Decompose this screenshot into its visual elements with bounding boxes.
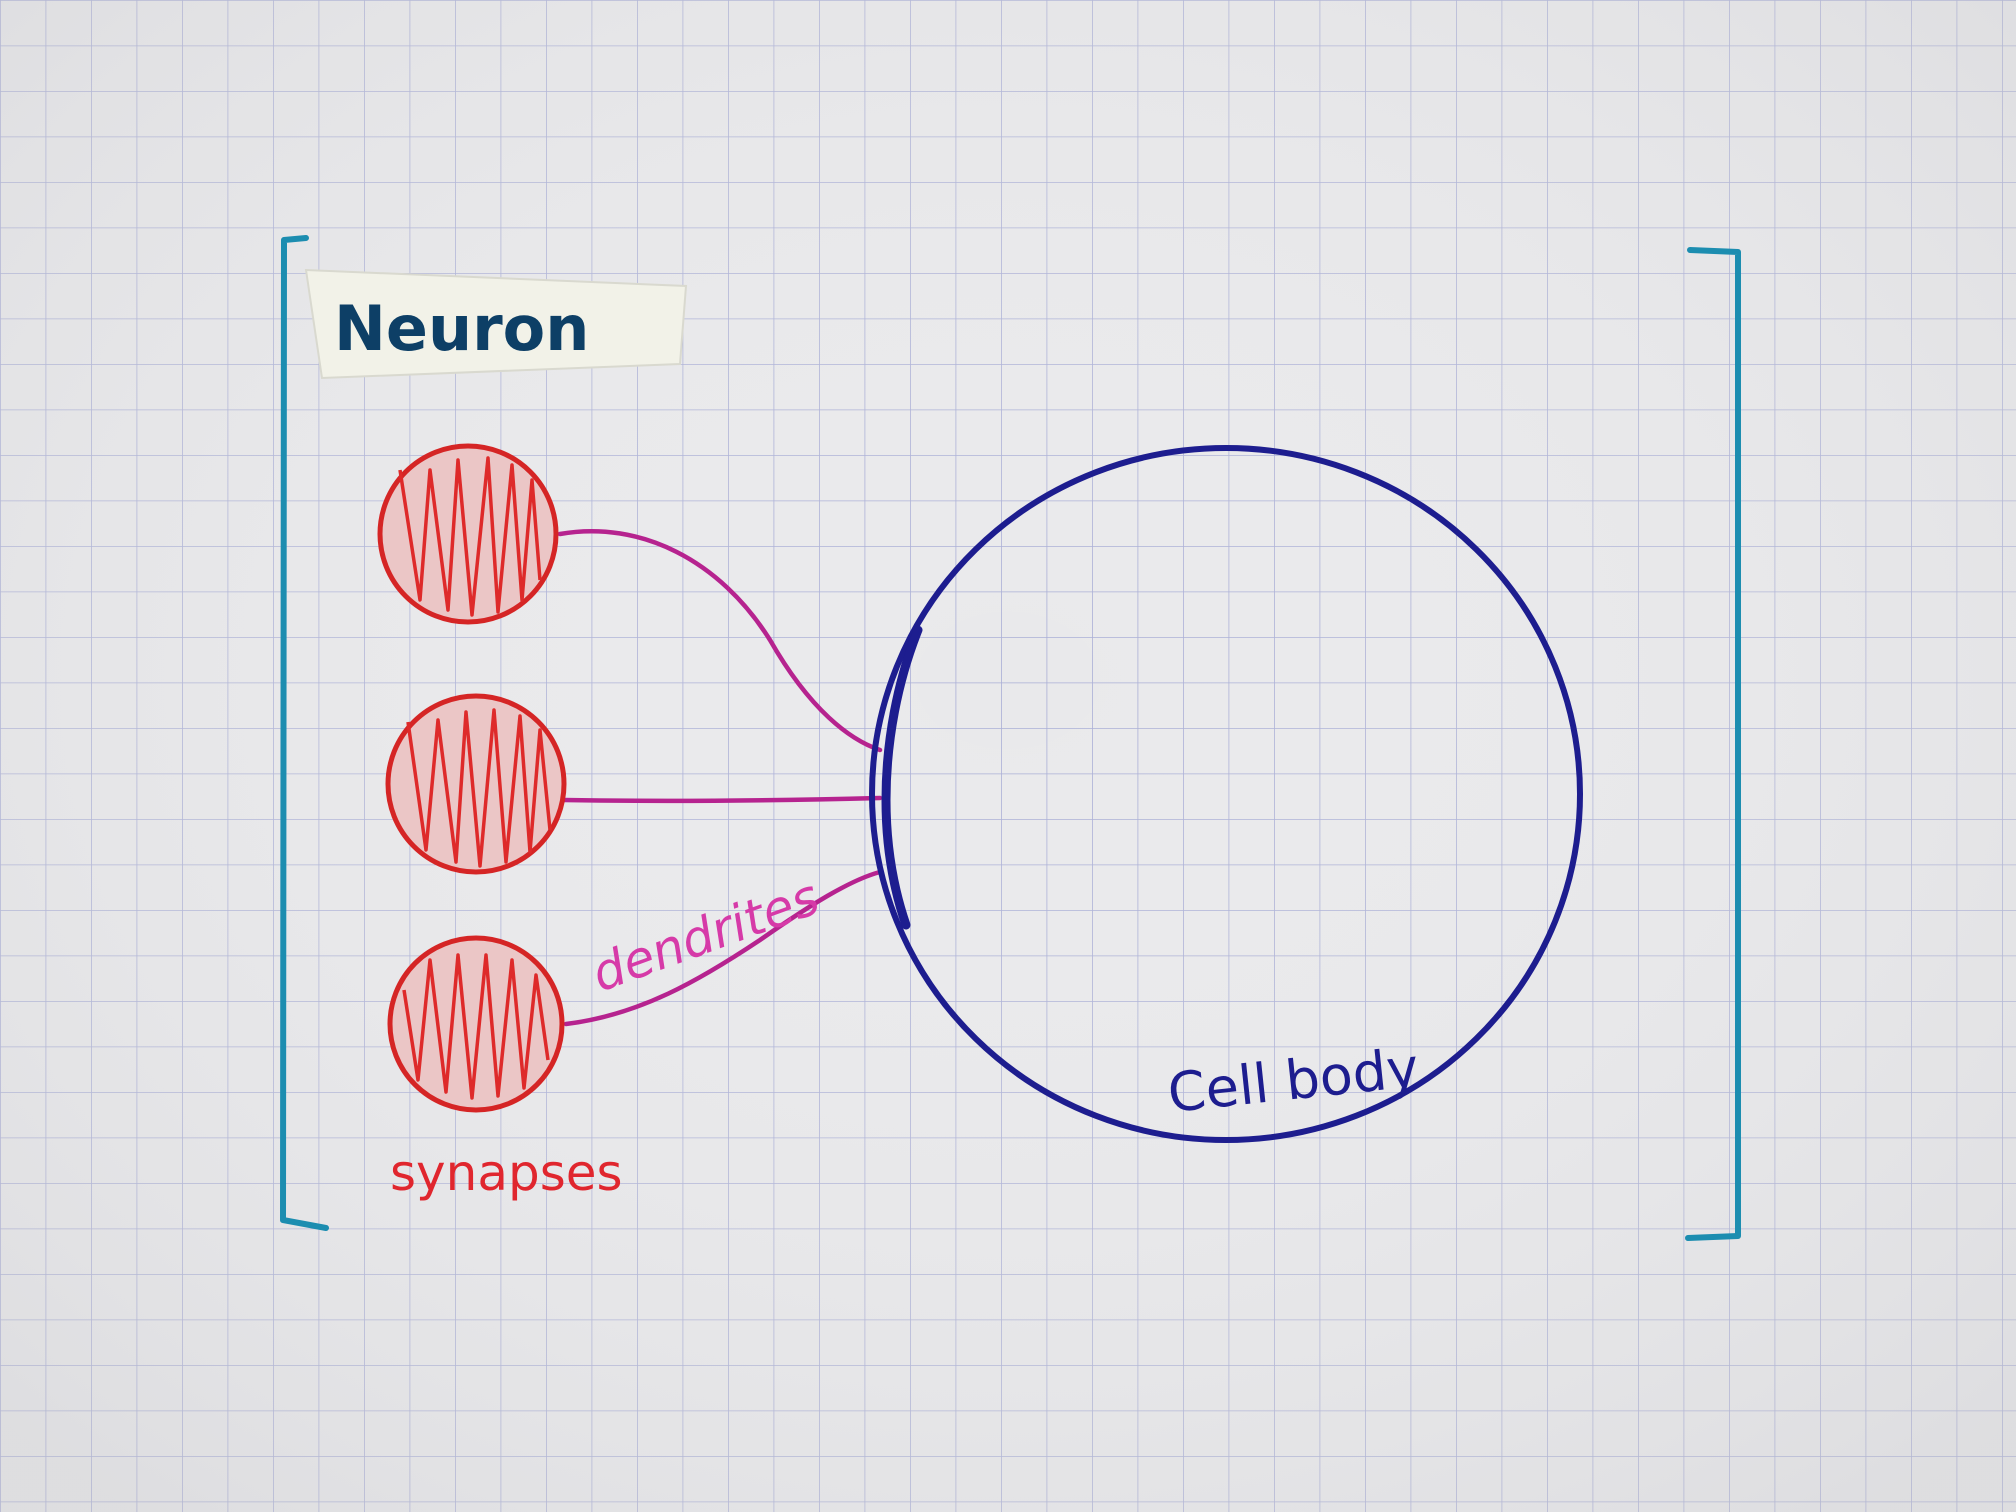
cell-body (869, 445, 1583, 1143)
tape-label (304, 268, 688, 380)
cell-body-ink-heavy (881, 625, 923, 930)
dendrite-bottom (563, 869, 883, 1027)
synapse-top (377, 443, 559, 625)
synapse-bottom (387, 935, 565, 1113)
synapse-middle (385, 693, 567, 875)
right-bracket (1685, 247, 1741, 1241)
dendrite-top (557, 529, 883, 753)
left-bracket (280, 235, 329, 1231)
diagram-title: Neuron (334, 292, 589, 365)
synapses-label: synapses (390, 1144, 623, 1202)
dendrite-middle (561, 795, 883, 804)
